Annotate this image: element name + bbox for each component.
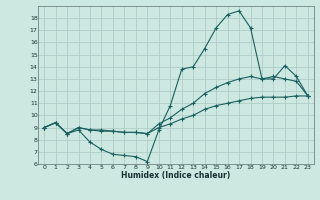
X-axis label: Humidex (Indice chaleur): Humidex (Indice chaleur) (121, 171, 231, 180)
